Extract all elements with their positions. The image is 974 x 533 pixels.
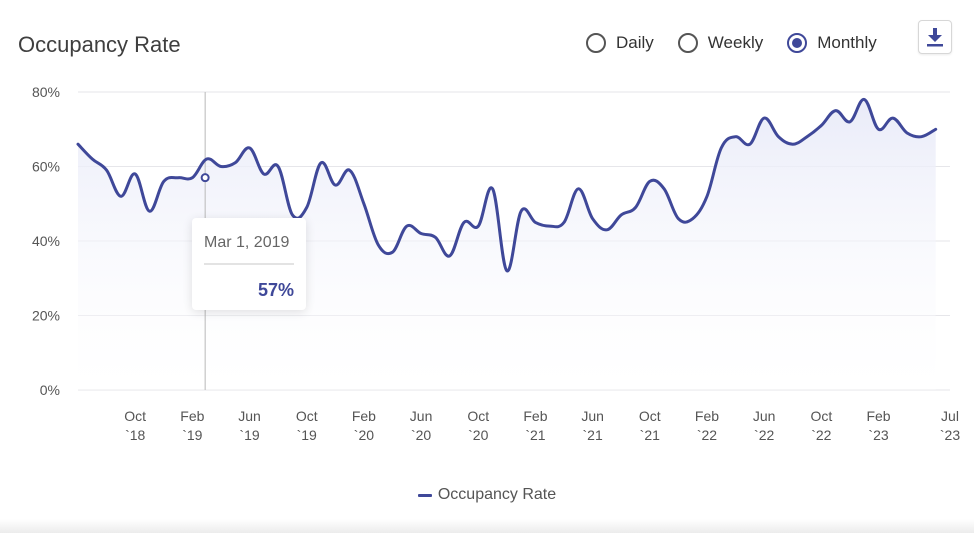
y-tick-label: 40%: [32, 233, 60, 249]
x-tick-label: Feb `21: [523, 408, 547, 443]
period-selector: Daily Weekly Monthly: [586, 33, 877, 53]
y-tick-label: 20%: [32, 308, 60, 324]
x-tick-label: Feb `20: [352, 408, 376, 443]
x-tick-label: Oct `19: [296, 408, 318, 443]
legend[interactable]: Occupancy Rate: [0, 486, 974, 504]
period-daily-radio[interactable]: Daily: [586, 33, 654, 53]
tooltip-date: Mar 1, 2019: [204, 234, 290, 251]
x-tick-label: Jun `19: [238, 408, 261, 443]
x-tick-label: Oct `21: [639, 408, 661, 443]
tooltip-divider: [204, 263, 294, 265]
legend-line-icon: [417, 493, 432, 497]
period-monthly-label[interactable]: Monthly: [817, 33, 877, 52]
x-axis-labels: Oct `18 Feb `19 Jun `19 Oct `19 Feb `20 Jun `20 Oct `…: [124, 408, 960, 443]
period-weekly-radio[interactable]: Weekly: [677, 33, 764, 53]
tooltip-value: 57%: [257, 280, 294, 300]
x-tick-label: Jun `20: [410, 408, 433, 443]
series-line-occupancy-rate[interactable]: [76, 97, 938, 273]
legend-label[interactable]: Occupancy Rate: [437, 486, 557, 503]
download-button[interactable]: [918, 20, 952, 54]
x-tick-label: Jun `22: [753, 408, 776, 443]
page-title: Occupancy Rate: [18, 32, 181, 57]
period-monthly-radio[interactable]: Monthly: [787, 33, 877, 53]
tooltip: Mar 1, 2019 57%: [192, 218, 306, 310]
footer-divider: [0, 519, 974, 533]
highlight-point[interactable]: [200, 173, 210, 183]
period-daily-label[interactable]: Daily: [616, 33, 654, 52]
x-tick-label: Feb `22: [695, 408, 719, 443]
x-tick-label: Jul `23: [940, 408, 960, 443]
x-tick-label: Feb `23: [866, 408, 890, 443]
radio-circle-icon[interactable]: [586, 33, 606, 53]
x-tick-label: Oct `18: [124, 408, 146, 443]
period-weekly-label[interactable]: Weekly: [707, 33, 764, 52]
radio-circle-icon[interactable]: [677, 33, 698, 53]
x-tick-label: Jun `21: [581, 408, 604, 443]
x-tick-label: Oct `20: [467, 408, 489, 443]
series-area: [78, 99, 936, 391]
y-tick-label: 60%: [32, 159, 60, 175]
y-tick-label: 0%: [40, 382, 60, 398]
radio-circle-selected-icon[interactable]: [787, 33, 808, 53]
x-tick-label: Feb `19: [180, 408, 204, 443]
download-icon: [927, 28, 943, 47]
y-tick-label: 80%: [32, 84, 60, 100]
x-tick-label: Oct `22: [810, 408, 832, 443]
y-axis-labels: 0% 20% 40% 60% 80%: [32, 84, 60, 398]
